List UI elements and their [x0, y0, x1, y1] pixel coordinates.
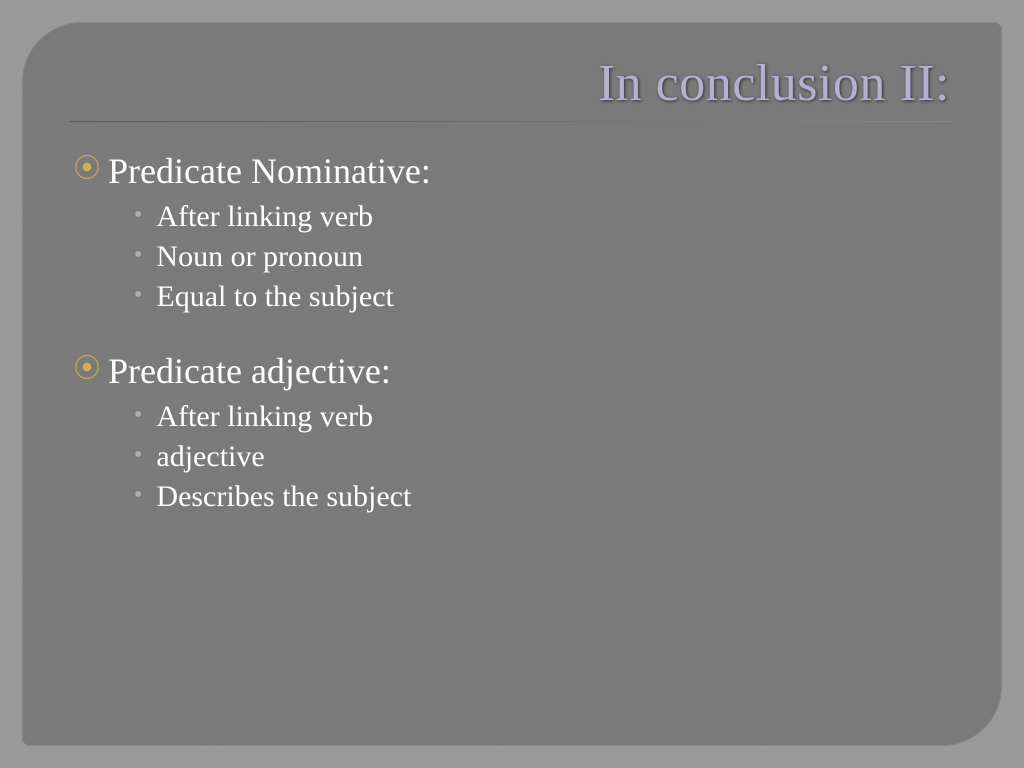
slide-frame: In conclusion II: ⦿ Predicate Nominative… — [22, 22, 1002, 746]
sub-item-label: Describes the subject — [156, 480, 411, 514]
slide-title: In conclusion II: — [70, 54, 954, 113]
target-bullet-icon: ⦿ — [74, 356, 100, 382]
sub-item: • adjective — [134, 440, 954, 474]
sub-list-1: • After linking verb • adjective • Descr… — [134, 400, 954, 514]
main-item-1: ⦿ Predicate adjective: — [74, 350, 954, 392]
dot-bullet-icon: • — [134, 280, 142, 311]
dot-bullet-icon: • — [134, 200, 142, 231]
sub-item-label: After linking verb — [156, 400, 373, 434]
main-item-0: ⦿ Predicate Nominative: — [74, 150, 954, 192]
sub-list-0: • After linking verb • Noun or pronoun •… — [134, 200, 954, 314]
slide-content: ⦿ Predicate Nominative: • After linking … — [70, 150, 954, 514]
sub-item: • After linking verb — [134, 400, 954, 434]
sub-item: • Equal to the subject — [134, 280, 954, 314]
sub-item: • After linking verb — [134, 200, 954, 234]
target-bullet-icon: ⦿ — [74, 156, 100, 182]
sub-item-label: After linking verb — [156, 200, 373, 234]
title-divider — [70, 121, 954, 122]
dot-bullet-icon: • — [134, 480, 142, 511]
dot-bullet-icon: • — [134, 240, 142, 271]
dot-bullet-icon: • — [134, 440, 142, 471]
dot-bullet-icon: • — [134, 400, 142, 431]
sub-item: • Noun or pronoun — [134, 240, 954, 274]
main-item-label: Predicate adjective: — [108, 350, 391, 392]
sub-item: • Describes the subject — [134, 480, 954, 514]
sub-item-label: Equal to the subject — [156, 280, 393, 314]
main-item-label: Predicate Nominative: — [108, 150, 431, 192]
sub-item-label: Noun or pronoun — [156, 240, 363, 274]
sub-item-label: adjective — [156, 440, 264, 474]
